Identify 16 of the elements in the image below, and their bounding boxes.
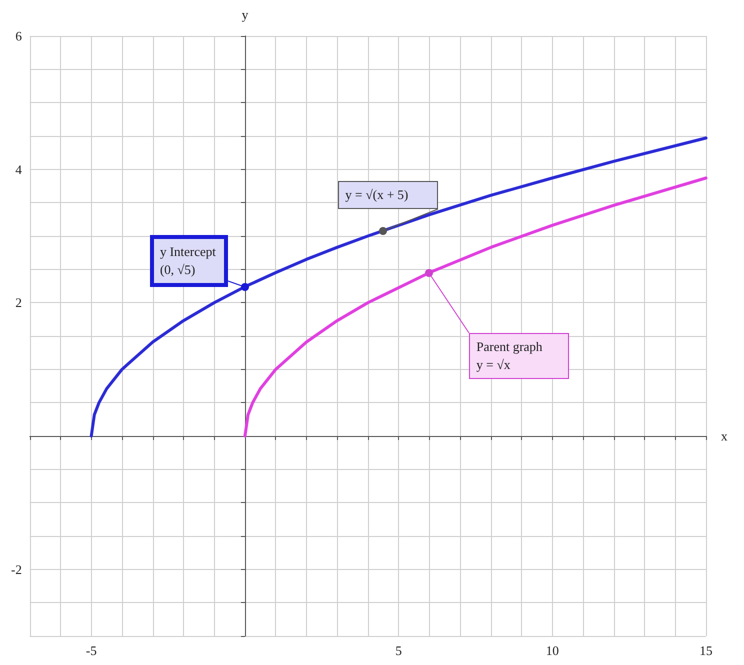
x-tick-label: -5 [86,643,97,658]
y-tick-label: 6 [15,28,22,44]
line-series [243,176,708,438]
x-tick-label: 5 [395,643,402,658]
annotation: Parent graph y = √x [469,332,570,379]
line-series [90,136,708,438]
y-tick-label: 2 [15,295,22,310]
y-axis-title: y [242,7,249,22]
callout: y = √(x + 5) [333,176,444,236]
annotation: y = √(x + 5) [338,180,438,209]
x-tick-label: 10 [546,643,559,658]
x-tick-label: 15 [700,643,712,658]
y-tick-label: -2 [10,562,22,577]
y-tick-label: 4 [15,162,22,177]
annotation: y Intercept (0, √5) [150,234,228,287]
x-axis-title: x [721,428,728,444]
